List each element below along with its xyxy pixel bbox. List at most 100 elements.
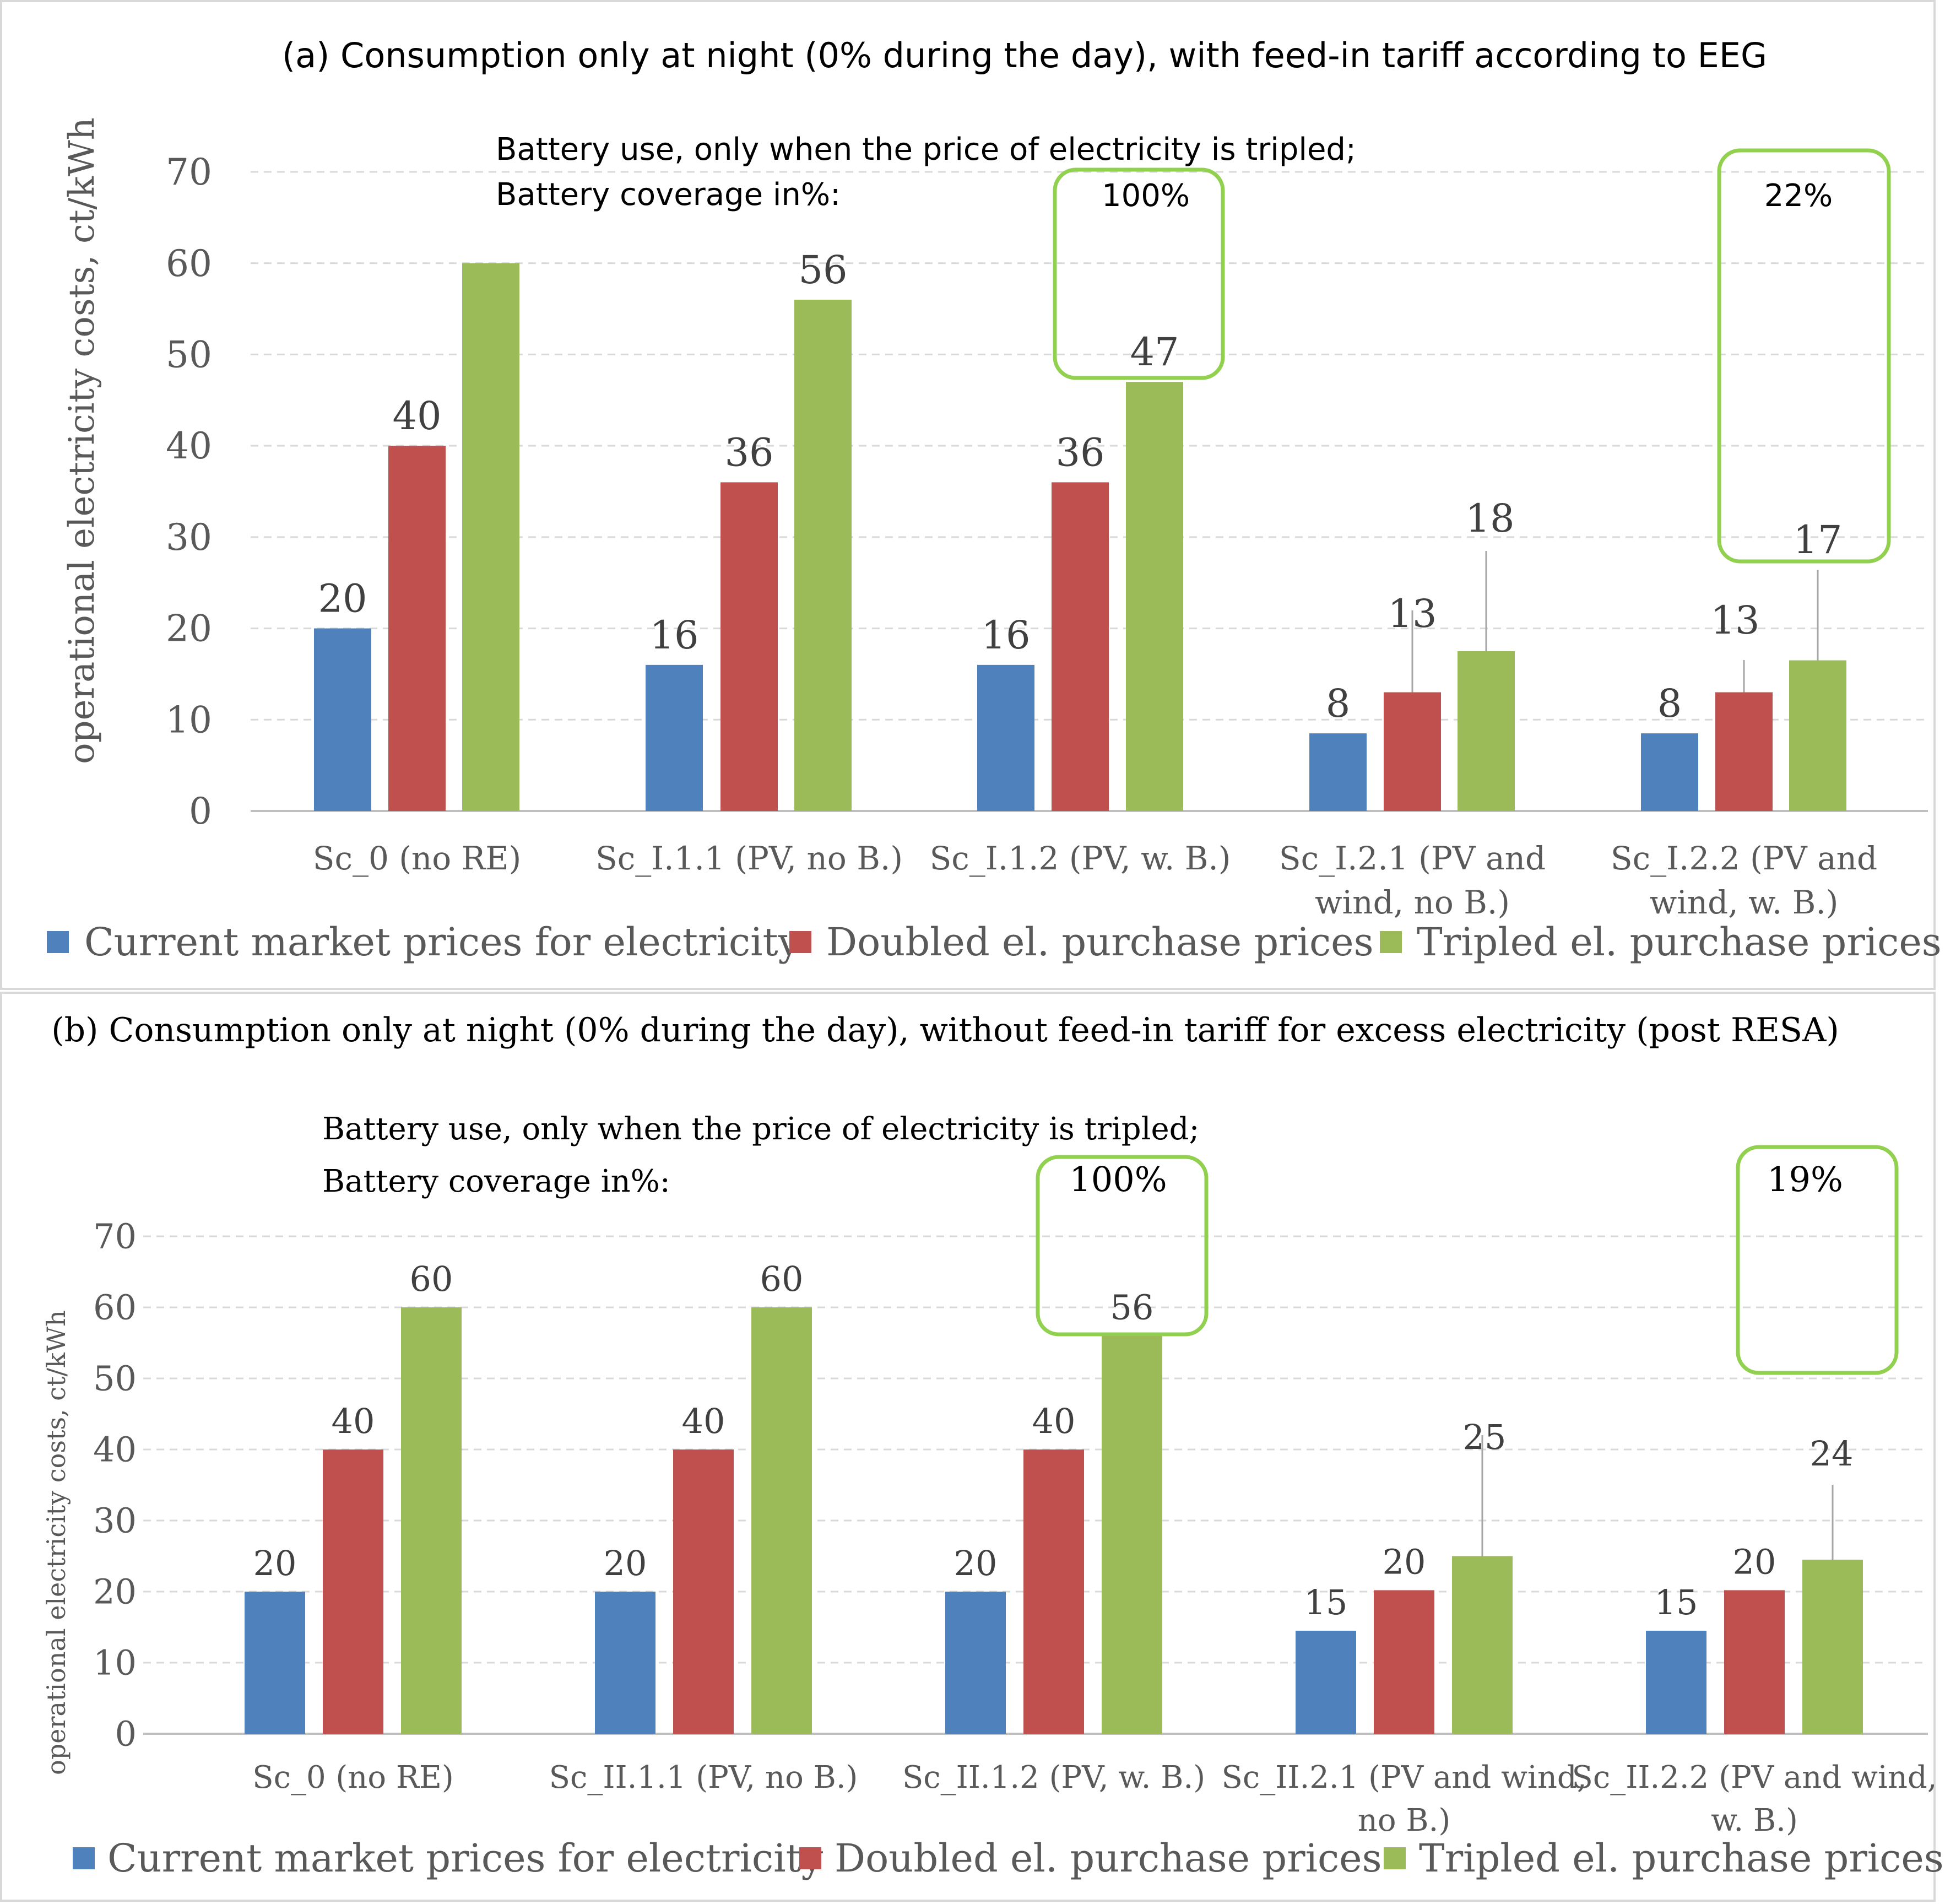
- bar-current-3: [1309, 733, 1367, 811]
- chart-b-category-labels: Sc_0 (no RE) Sc_II.1.1 (PV, no B.) Sc_II.1…: [252, 1760, 1937, 1838]
- y-tick-label: 70: [93, 1216, 137, 1257]
- category-label: Sc_II.2.2 (PV and wind,: [1572, 1760, 1937, 1795]
- data-label: 20: [318, 576, 367, 621]
- legend-b-current: Current market prices for electricity: [107, 1836, 823, 1881]
- y-tick-label: 20: [93, 1572, 137, 1612]
- category-label: wind, no B.): [1315, 884, 1510, 921]
- bar-doubled-0: [323, 1449, 383, 1734]
- legend-b-swatch-tripled: [1384, 1847, 1406, 1869]
- data-label: 20: [954, 1543, 998, 1583]
- chart-panel-a: (a) Consumption only at night (0% during…: [0, 0, 1942, 990]
- bar-current-0: [245, 1592, 305, 1734]
- battery-coverage-box: [1053, 167, 1225, 380]
- legend-a-current: Current market prices for electricity: [84, 919, 800, 965]
- data-label: 13: [1710, 598, 1759, 643]
- y-tick-label: 30: [93, 1501, 137, 1541]
- data-label: 20: [1733, 1541, 1776, 1582]
- legend-a-doubled: Doubled el. purchase prices: [826, 919, 1374, 965]
- bar-doubled-3: [1374, 1590, 1434, 1734]
- y-tick-label: 10: [93, 1643, 137, 1683]
- chart-a-title: (a) Consumption only at night (0% during…: [282, 35, 1767, 75]
- battery-coverage-label: 100%: [1102, 178, 1190, 214]
- chart-a-data-labels: 20 16 16 8 8 40 36 36 13 13 56 47 18 17: [318, 247, 1842, 726]
- chart-panel-b: (b) Consumption only at night (0% during…: [0, 992, 1945, 1904]
- chart-a-note-line2: Battery coverage in%:: [496, 177, 841, 213]
- legend-a-tripled: Tripled el. purchase prices: [1417, 919, 1942, 965]
- bar-doubled-4: [1724, 1590, 1785, 1734]
- data-label: 47: [1130, 329, 1179, 375]
- bar-current-2: [945, 1592, 1006, 1734]
- battery-coverage-label: 22%: [1764, 178, 1833, 214]
- bar-tripled-4: [1802, 1559, 1863, 1734]
- chart-a-battery-boxes: 100% 22%: [1053, 148, 1891, 564]
- legend-a-swatch-current: [47, 931, 69, 953]
- y-tick-label: 70: [166, 151, 212, 193]
- data-label: 8: [1657, 681, 1682, 726]
- y-tick-label: 60: [166, 242, 212, 285]
- battery-coverage-box: [1036, 1155, 1209, 1337]
- bar-current-2: [977, 664, 1034, 811]
- bar-doubled-1: [673, 1449, 734, 1734]
- data-label: 40: [682, 1401, 725, 1441]
- battery-coverage-box: [1736, 1145, 1899, 1375]
- data-label: 20: [253, 1543, 297, 1583]
- bar-tripled-0: [462, 263, 519, 811]
- chart-a-note-line1: Battery use, only when the price of elec…: [496, 132, 1356, 167]
- data-label: 36: [1055, 430, 1104, 475]
- data-label: 24: [1810, 1434, 1854, 1474]
- chart-a-y-axis-label: operational electricity costs, ct/kWh: [62, 117, 102, 764]
- bar-tripled-1: [794, 300, 852, 811]
- chart-b-y-axis-label: operational electricity costs, ct/kWh: [41, 1310, 71, 1775]
- chart-b-note-line1: Battery use, only when the price of elec…: [322, 1111, 1199, 1147]
- y-tick-label: 50: [93, 1359, 137, 1399]
- chart-a-category-labels: Sc_0 (no RE) Sc_I.1.1 (PV, no B.) Sc_I.1.2…: [313, 840, 1877, 921]
- chart-b-title: (b) Consumption only at night (0% during…: [51, 1011, 1839, 1050]
- bar-tripled-2: [1126, 382, 1183, 811]
- chart-b-bars: [245, 1307, 1863, 1734]
- category-label: Sc_0 (no RE): [313, 840, 522, 877]
- category-label: Sc_I.2.1 (PV and: [1279, 840, 1546, 877]
- bar-doubled-4: [1715, 692, 1773, 811]
- data-label: 15: [1655, 1582, 1698, 1622]
- data-label: 60: [410, 1259, 453, 1299]
- data-label: 56: [798, 247, 847, 293]
- category-label: Sc_II.1.2 (PV, w. B.): [902, 1760, 1205, 1795]
- bar-doubled-2: [1023, 1449, 1084, 1734]
- chart-b-border: [0, 992, 1936, 1902]
- bar-doubled-0: [388, 446, 446, 811]
- bar-current-3: [1296, 1630, 1356, 1734]
- category-label: w. B.): [1711, 1803, 1798, 1838]
- data-label: 60: [760, 1259, 804, 1299]
- data-label: 56: [1110, 1288, 1154, 1328]
- category-label: Sc_II.2.1 (PV and wind,: [1221, 1760, 1586, 1795]
- data-label: 16: [649, 613, 698, 658]
- chart-b-note-line2: Battery coverage in%:: [322, 1164, 670, 1199]
- data-label: 25: [1463, 1417, 1507, 1457]
- bar-tripled-2: [1102, 1335, 1162, 1734]
- chart-b-legend: Current market prices for electricity Do…: [73, 1836, 1944, 1881]
- bar-doubled-3: [1384, 692, 1441, 811]
- chart-b-battery-boxes: 100% 19%: [1036, 1145, 1899, 1375]
- data-label: 15: [1304, 1582, 1348, 1622]
- bar-current-0: [314, 628, 371, 811]
- legend-a-swatch-doubled: [789, 931, 811, 953]
- y-tick-label: 30: [166, 516, 212, 559]
- battery-coverage-box: [1717, 148, 1891, 564]
- data-label: 20: [1383, 1541, 1426, 1582]
- data-label: 40: [392, 393, 441, 439]
- chart-b-svg: (b) Consumption only at night (0% during…: [0, 992, 1944, 1902]
- bar-tripled-3: [1458, 651, 1515, 811]
- chart-a-bars: [314, 263, 1846, 811]
- y-tick-label: 0: [189, 790, 212, 832]
- bar-doubled-1: [720, 482, 778, 811]
- chart-b-data-labels: 20 20 20 15 15 40 40 40 20 20 60 60 56 25 24: [253, 1259, 1854, 1622]
- bar-tripled-3: [1452, 1556, 1513, 1734]
- data-label: 40: [1032, 1401, 1076, 1441]
- chart-a-svg: (a) Consumption only at night (0% during…: [0, 0, 1942, 990]
- bar-current-4: [1646, 1630, 1706, 1734]
- data-label: 40: [332, 1401, 375, 1441]
- y-tick-label: 50: [166, 334, 212, 376]
- data-label: 20: [604, 1543, 647, 1583]
- category-label: Sc_0 (no RE): [252, 1760, 453, 1795]
- data-label: 8: [1326, 681, 1351, 726]
